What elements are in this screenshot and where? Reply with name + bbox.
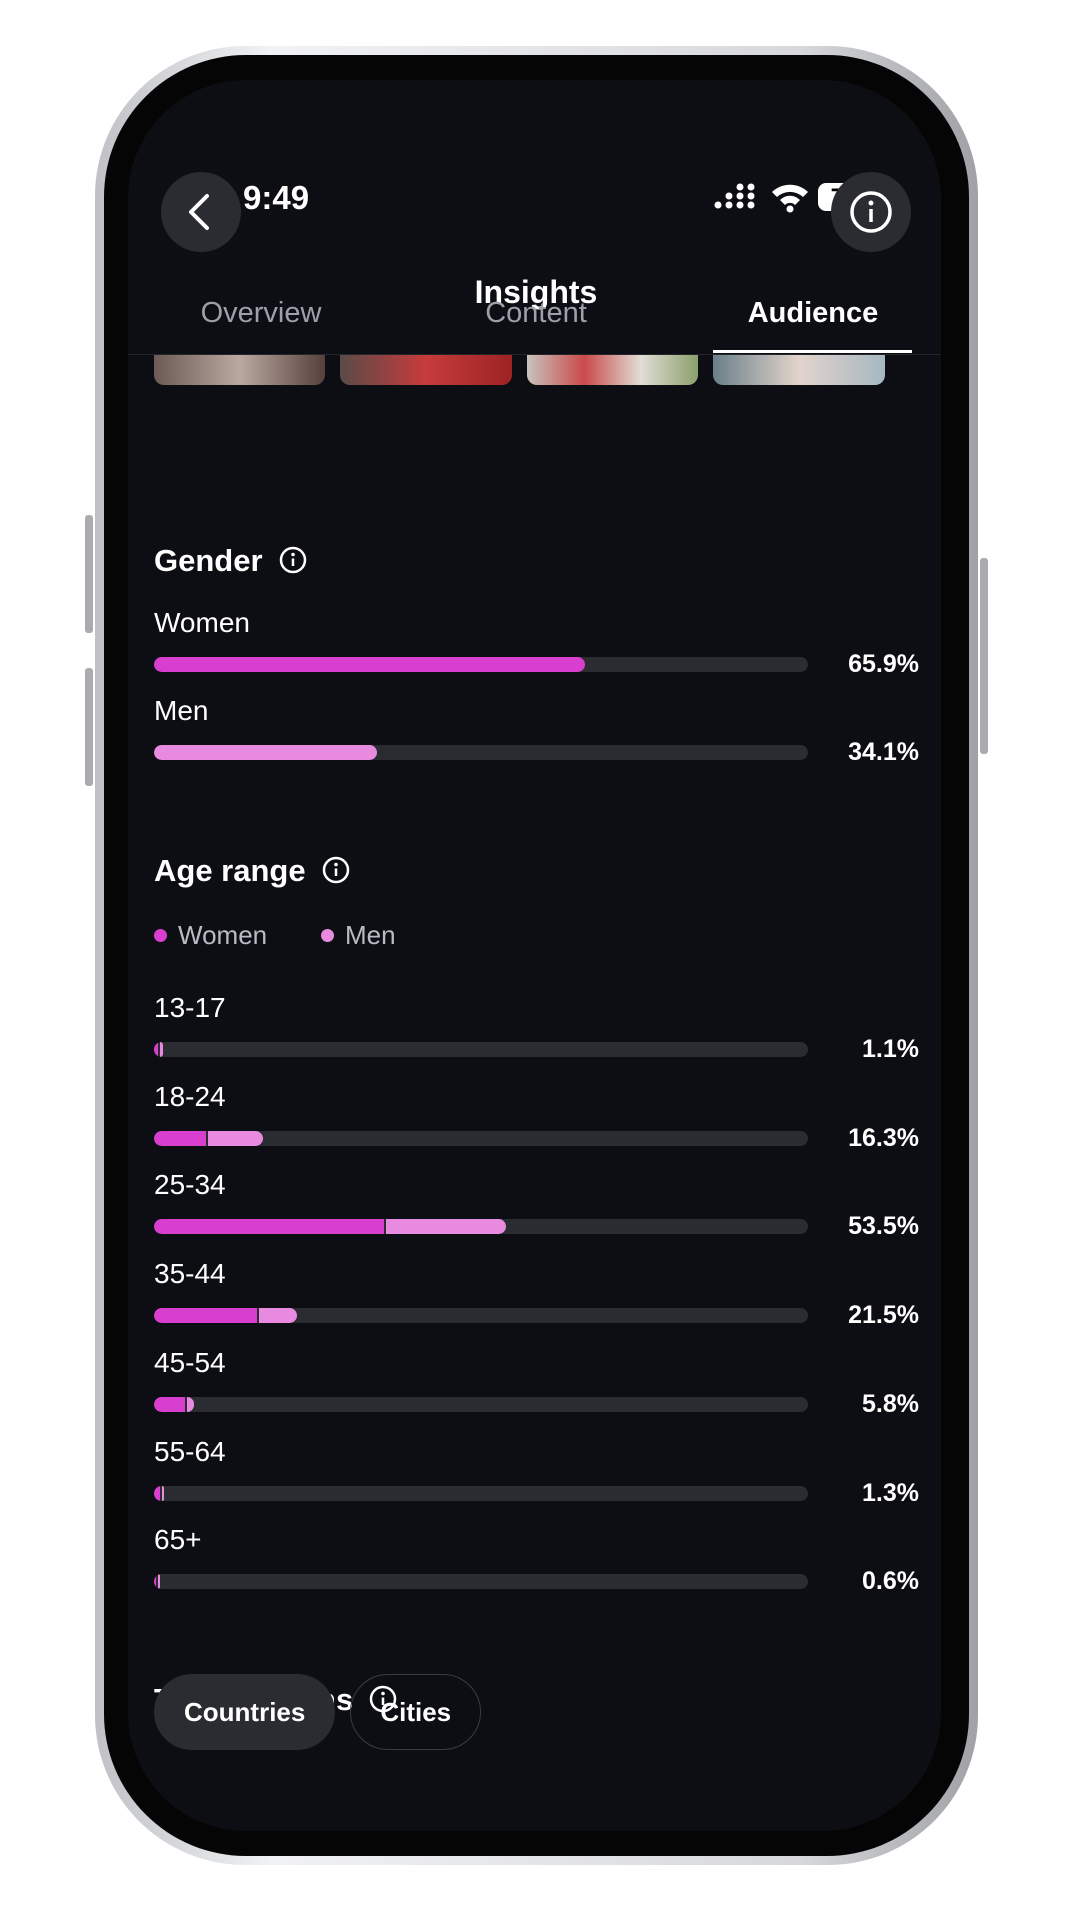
men-segment [258, 1308, 297, 1324]
gender-label: Women [154, 607, 250, 638]
tab-bar: Overview Content Audience [128, 297, 941, 357]
women-segment [154, 1308, 257, 1324]
info-icon [850, 191, 892, 233]
percentage: 53.5% [848, 1212, 919, 1241]
percentage: 1.3% [862, 1478, 919, 1507]
title: Insights [474, 274, 598, 310]
tab-underline [713, 350, 912, 353]
bar-track [154, 657, 808, 672]
age-label: 18-24 [154, 1080, 226, 1112]
age-label: 55-64 [154, 1435, 226, 1467]
bar-track [154, 1219, 808, 1235]
age-label: 65+ [154, 1524, 202, 1556]
legend-dot [321, 929, 334, 942]
bar-track [154, 745, 808, 760]
men-segment [386, 1219, 506, 1235]
bar-track [154, 1485, 808, 1501]
percentage: 5.8% [862, 1389, 919, 1418]
bar-track [154, 1396, 808, 1412]
info-icon[interactable] [277, 544, 309, 576]
age-label: 35-44 [154, 1258, 226, 1290]
bar [154, 657, 585, 672]
gender-label: Men [154, 695, 209, 726]
legend-dot [154, 929, 167, 942]
thumbnail[interactable] [340, 355, 512, 385]
back-button[interactable] [161, 172, 241, 252]
men-segment [161, 1485, 165, 1501]
percentage: 65.9% [848, 650, 919, 678]
percentage: 21.5% [848, 1301, 919, 1330]
percentage: 0.6% [862, 1567, 919, 1596]
section-heading: Gender [154, 543, 263, 578]
percentage: 16.3% [848, 1123, 919, 1152]
divider [128, 354, 941, 355]
side-button [85, 515, 93, 633]
info-icon[interactable] [320, 854, 352, 886]
women-segment [154, 1130, 206, 1146]
location-button-active[interactable]: Countries [154, 1674, 336, 1750]
women-segment [154, 1485, 160, 1501]
bar-track [154, 1574, 808, 1590]
percentage: 1.1% [862, 1035, 919, 1063]
percentage: 34.1% [848, 738, 919, 766]
bar [154, 745, 377, 760]
thumbnail[interactable] [713, 355, 885, 385]
bar-track [154, 1130, 808, 1146]
men-segment [157, 1574, 160, 1590]
age-label: 45-54 [154, 1346, 226, 1378]
women-segment [154, 1219, 385, 1235]
thumbnail[interactable] [154, 355, 325, 385]
audience-content: Gender Women 65.9% Men 34.1% Age range Women Me… [128, 80, 941, 1831]
age-label: 13-17 [154, 992, 226, 1023]
men-segment [207, 1130, 263, 1146]
location-button[interactable]: Cities [350, 1674, 482, 1750]
age-label: 25-34 [154, 1169, 226, 1201]
legend-label: Men [345, 920, 396, 950]
women-segment [154, 1396, 186, 1412]
tab[interactable]: Overview [200, 297, 322, 329]
side-button [85, 668, 93, 786]
thumbnail[interactable] [527, 355, 698, 385]
men-segment [159, 1042, 164, 1057]
legend-label: Women [178, 920, 268, 950]
women-segment [154, 1042, 158, 1057]
section-heading: Age range [154, 853, 306, 888]
info-button[interactable] [831, 172, 911, 252]
tab-active[interactable]: Audience [747, 297, 879, 329]
tab[interactable]: Content [485, 297, 587, 329]
bar-track [154, 1308, 808, 1324]
men-segment [187, 1396, 194, 1412]
women-segment [154, 1574, 156, 1590]
bar-track [154, 1042, 808, 1057]
back-icon [189, 194, 209, 230]
side-button [980, 558, 988, 754]
time: 9:49 [243, 179, 310, 216]
screen: 9:49 78 Insights Overview Content Audien… [128, 80, 941, 1831]
